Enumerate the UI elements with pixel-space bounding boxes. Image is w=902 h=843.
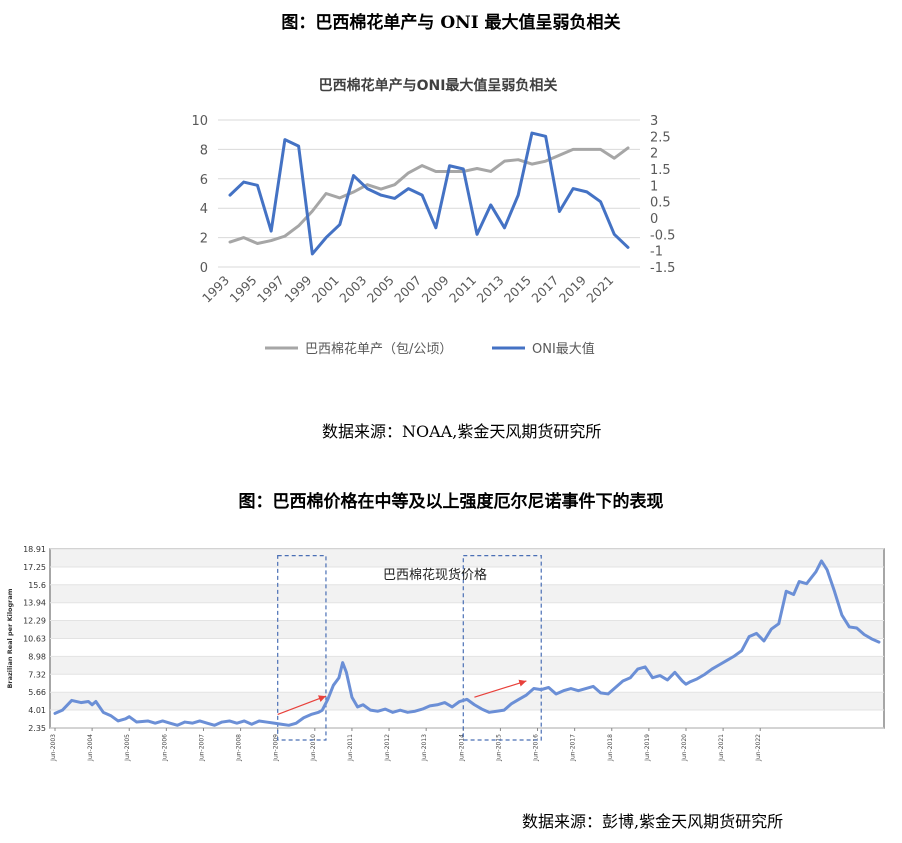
figure1-source: 数据来源：NOAA,紫金天风期货研究所 [322, 422, 602, 441]
chart2-band [51, 656, 883, 675]
chart2-y-tick: 8.98 [28, 652, 46, 661]
chart2-highlight-box [277, 554, 327, 741]
chart2-y-tick: 12.29 [23, 617, 46, 626]
chart2-x-tick: Jun-2004 [87, 734, 94, 762]
chart2-band [51, 584, 883, 603]
chart1-x-tick: 1997 [254, 273, 287, 306]
chart1-title: 巴西棉花单产与ONI最大值呈弱负相关 [319, 77, 558, 94]
chart2-y-tick: 13.94 [23, 599, 46, 608]
chart1-right-tick: 1.5 [650, 163, 671, 178]
chart2-x-tick: Jun-2010 [310, 734, 317, 762]
figure1-caption: 图：巴西棉花单产与 ONI 最大值呈弱负相关 [281, 13, 621, 33]
price-series-line [53, 559, 881, 727]
chart1-right-tick: -1 [650, 245, 663, 260]
chart1-x-tick: 2009 [419, 272, 452, 305]
chart2-x-tick: Jun-2020 [681, 734, 688, 762]
chart2-x-tick: Jun-2014 [458, 734, 465, 762]
chart1-left-tick: 8 [200, 143, 208, 158]
chart2-x-tick: Jun-2012 [384, 734, 391, 762]
chart1-x-tick: 2007 [391, 273, 424, 306]
chart1-left-tick: 6 [200, 173, 208, 188]
chart1-left-tick: 10 [191, 114, 208, 129]
chart2-x-tick: Jun-2017 [570, 734, 577, 762]
chart2-band [51, 620, 883, 639]
chart1-x-tick: 2019 [556, 272, 589, 305]
chart1-right-tick: 0 [650, 212, 658, 227]
chart1-x-tick: 2003 [336, 273, 369, 306]
chart1-x-tick: 1999 [281, 272, 314, 305]
cotton-price-chart: 2.35 4.01 5.66 7.32 8.98 10.63 12.29 13.94 15.6 1… [6, 545, 885, 762]
chart1-left-tick: 2 [200, 232, 208, 247]
legend-yield-label: 巴西棉花单产（包/公顷） [305, 341, 452, 357]
chart2-highlight-box [462, 554, 542, 741]
chart1-right-tick: 2 [650, 147, 658, 162]
chart1-x-tick: 1993 [199, 273, 232, 306]
chart1-x-tick: 2017 [528, 273, 561, 306]
chart2-y-tick: 2.35 [28, 724, 46, 733]
chart2-y-tick: 5.66 [28, 688, 46, 697]
oni-series-line [228, 131, 630, 256]
chart2-band [51, 549, 883, 567]
chart2-x-tick: Jun-2021 [718, 734, 725, 762]
chart2-trend-arrow [277, 695, 327, 716]
chart2-y-tick: 17.25 [23, 563, 46, 572]
chart2-trend-arrow [474, 679, 527, 698]
chart2-x-tick: Jun-2022 [755, 734, 762, 762]
chart2-y-axis-label: Brazilian Real per Kilogram [6, 588, 14, 688]
chart2-x-tick: Jun-2003 [50, 734, 57, 762]
chart1-x-tick: 2001 [309, 273, 342, 306]
chart1-x-tick: 2015 [501, 273, 534, 306]
chart1-x-tick: 2005 [364, 273, 397, 306]
chart1-left-tick: 0 [200, 261, 208, 276]
chart2-y-tick: 18.91 [23, 545, 46, 554]
chart1-left-tick: 4 [200, 202, 208, 217]
chart2-y-tick: 10.63 [23, 635, 46, 644]
chart2-y-tick: 15.6 [28, 581, 46, 590]
chart2-x-tick: Jun-2005 [124, 734, 131, 762]
figure2-source: 数据来源：彭博,紫金天风期货研究所 [522, 812, 784, 831]
chart1-right-tick: 1 [650, 179, 658, 194]
chart1-right-tick: 2.5 [650, 130, 671, 145]
chart1-right-tick: -1.5 [650, 261, 675, 276]
chart2-x-tick: Jun-2013 [421, 734, 428, 762]
chart2-x-tick: Jun-2019 [644, 734, 651, 762]
chart2-x-tick: Jun-2016 [533, 734, 540, 762]
chart2-x-tick: Jun-2009 [273, 734, 280, 762]
chart2-y-tick: 7.32 [28, 670, 46, 679]
yield-oni-chart: 巴西棉花单产与ONI最大值呈弱负相关0246810-1.5-1-0.500.51… [191, 77, 675, 357]
chart2-x-tick: Jun-2006 [161, 734, 168, 762]
chart2-x-tick: Jun-2018 [607, 734, 614, 762]
yield-series-line [228, 146, 630, 245]
chart1-right-tick: 0.5 [650, 196, 671, 211]
chart1-right-tick: 3 [650, 114, 658, 129]
legend-oni-label: ONI最大值 [532, 341, 595, 357]
chart1-x-tick: 2013 [474, 273, 507, 306]
chart2-y-tick: 4.01 [28, 706, 46, 715]
chart1-x-tick: 1995 [226, 273, 259, 306]
chart2-x-tick: Jun-2011 [347, 734, 354, 762]
chart2-x-tick: Jun-2008 [236, 734, 243, 762]
chart1-x-tick: 2021 [583, 273, 616, 306]
figure2-caption: 图：巴西棉价格在中等及以上强度厄尔尼诺事件下的表现 [238, 492, 664, 512]
chart2-x-tick: Jun-2007 [198, 734, 205, 762]
chart1-right-tick: -0.5 [650, 228, 675, 243]
chart1-x-tick: 2011 [446, 273, 479, 306]
chart2-title: 巴西棉花现货价格 [383, 567, 487, 583]
chart2-x-tick: Jun-2015 [495, 734, 502, 762]
